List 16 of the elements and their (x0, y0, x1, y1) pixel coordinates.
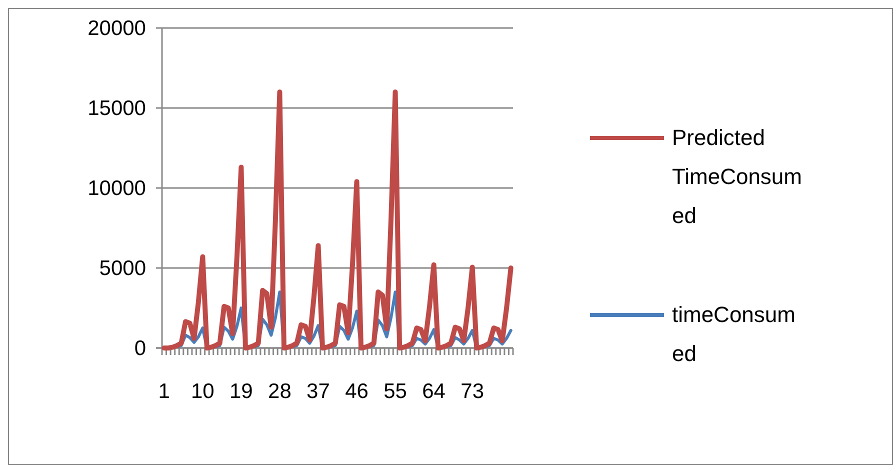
x-tick-label: 55 (384, 380, 407, 403)
y-tick-label: 5000 (99, 257, 146, 280)
legend-label: timeConsumed (672, 302, 796, 366)
y-tick-label: 15000 (88, 97, 146, 120)
x-tick-label: 37 (306, 380, 330, 403)
x-tick-label: 10 (190, 380, 214, 403)
x-tick-label: 64 (422, 380, 446, 403)
legend-label: Predicted TimeConsumed (672, 125, 802, 228)
y-tick-label: 10000 (88, 177, 146, 200)
x-tick-label: 28 (268, 380, 292, 403)
x-tick-label: 19 (230, 380, 253, 403)
x-tick-label: 1 (158, 380, 170, 403)
y-tick-label: 20000 (88, 17, 146, 40)
x-tick-label: 73 (460, 380, 484, 403)
x-tick-label: 46 (345, 380, 368, 403)
y-tick-label: 0 (134, 337, 146, 360)
